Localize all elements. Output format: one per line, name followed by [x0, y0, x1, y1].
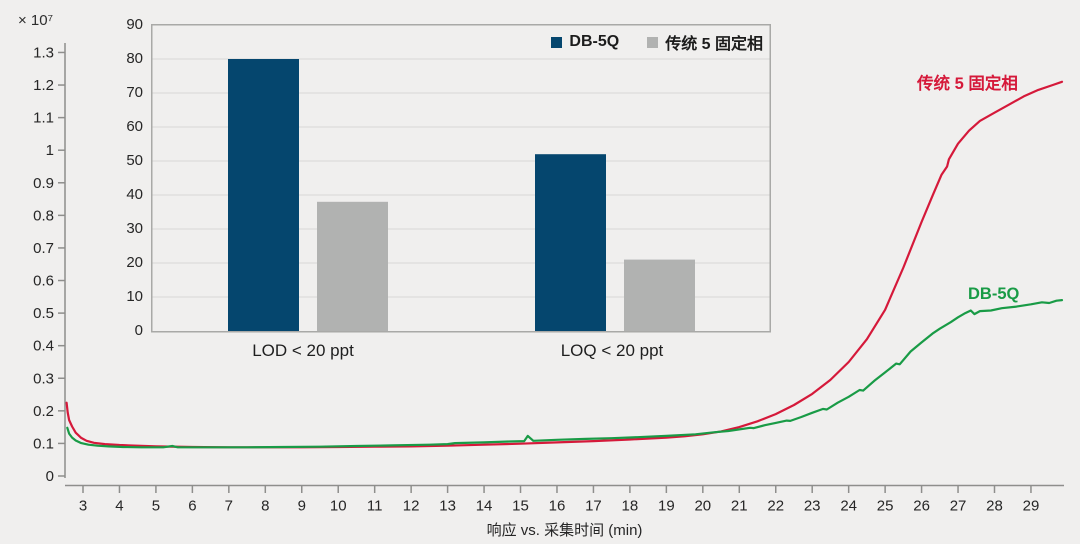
x-tick-label: 8 [261, 498, 269, 515]
x-tick-label: 7 [225, 498, 233, 515]
x-tick-label: 17 [585, 498, 602, 515]
y-tick-label: 0.4 [33, 338, 54, 355]
x-tick-label: 28 [986, 498, 1003, 515]
y-tick-label: 1.2 [33, 77, 54, 94]
x-tick-label: 27 [950, 498, 967, 515]
y-tick-label: 0.6 [33, 273, 54, 290]
inset-y-tick-label: 10 [126, 288, 143, 305]
x-tick-label: 6 [188, 498, 196, 515]
x-tick-label: 11 [367, 498, 383, 515]
y-tick-label: 1 [46, 142, 54, 159]
inset-y-tick-label: 30 [126, 220, 143, 237]
y-tick-label: 0.7 [33, 240, 54, 257]
y-tick-label: 1.1 [33, 110, 54, 127]
legend-label-traditional-5: 传统 5 固定相 [665, 36, 763, 53]
x-tick-label: 15 [512, 498, 529, 515]
x-tick-label: 25 [877, 498, 894, 515]
x-tick-label: 26 [913, 498, 930, 515]
series-label-traditional-5: 传统 5 固定相 [917, 75, 1018, 93]
legend-item-db5q: DB-5Q [551, 33, 619, 51]
inset-y-tick-label: 20 [126, 254, 143, 271]
x-tick-label: 5 [152, 498, 160, 515]
legend-label-db5q: DB-5Q [569, 33, 620, 50]
y-tick-label: 0.1 [33, 435, 54, 452]
x-tick-label: 9 [298, 498, 306, 515]
x-tick-label: 10 [330, 498, 347, 515]
bar-traditional-5-1 [624, 259, 695, 331]
inset-bar-chart-svg [151, 24, 771, 333]
series-label-db5q: DB-5Q [968, 285, 1020, 303]
x-tick-label: 24 [840, 498, 857, 515]
inset-y-tick-label: 0 [134, 322, 143, 339]
x-tick-label: 18 [622, 498, 639, 515]
y-tick-label: 0.5 [33, 305, 54, 322]
legend-item-traditional-5: 传统 5 固定相 [647, 30, 763, 54]
category-label-loq: LOQ < 20 ppt [560, 341, 664, 360]
inset-y-tick-label: 70 [126, 84, 143, 101]
legend-swatch-traditional-5-icon [647, 36, 659, 48]
x-tick-label: 13 [439, 498, 456, 515]
x-tick-label: 29 [1023, 498, 1040, 515]
inset-y-tick-label: 90 [126, 16, 143, 33]
x-tick-label: 23 [804, 498, 821, 515]
y-tick-label: 0.9 [33, 175, 54, 192]
x-tick-label: 14 [476, 498, 493, 515]
curve-db5q [66, 299, 1064, 449]
inset-border [151, 24, 771, 333]
y-tick-label: 0.8 [33, 207, 54, 224]
bar-db5q-0 [228, 59, 299, 331]
x-tick-label: 3 [79, 498, 87, 515]
x-tick-label: 12 [403, 498, 420, 515]
inset-y-tick-label: 50 [126, 152, 143, 169]
inset-y-tick-label: 40 [126, 186, 143, 203]
x-tick-label: 16 [549, 498, 566, 515]
x-tick-label: 19 [658, 498, 675, 515]
x-tick-label: 21 [731, 498, 748, 515]
y-tick-label: 1.3 [33, 44, 54, 61]
x-axis-title: 响应 vs. 采集时间 (min) [486, 522, 643, 539]
category-label-lod: LOD < 20 ppt [252, 341, 354, 360]
y-tick-label: 0 [46, 468, 54, 485]
inset-legend: DB-5Q 传统 5 固定相 [151, 30, 763, 54]
y-tick-label: 0.2 [33, 403, 54, 420]
legend-swatch-db5q-icon [551, 36, 563, 48]
curve-traditional-5 [65, 80, 1064, 449]
inset-y-tick-label: 60 [126, 118, 143, 135]
x-tick-label: 20 [694, 498, 711, 515]
bar-traditional-5-0 [317, 201, 388, 331]
y-axis-exponent-label: × 10⁷ [18, 12, 54, 29]
x-tick-label: 4 [115, 498, 123, 515]
bar-db5q-1 [535, 154, 606, 331]
inset-y-tick-label: 80 [126, 50, 143, 67]
x-tick-label: 22 [767, 498, 784, 515]
y-tick-label: 0.3 [33, 370, 54, 387]
